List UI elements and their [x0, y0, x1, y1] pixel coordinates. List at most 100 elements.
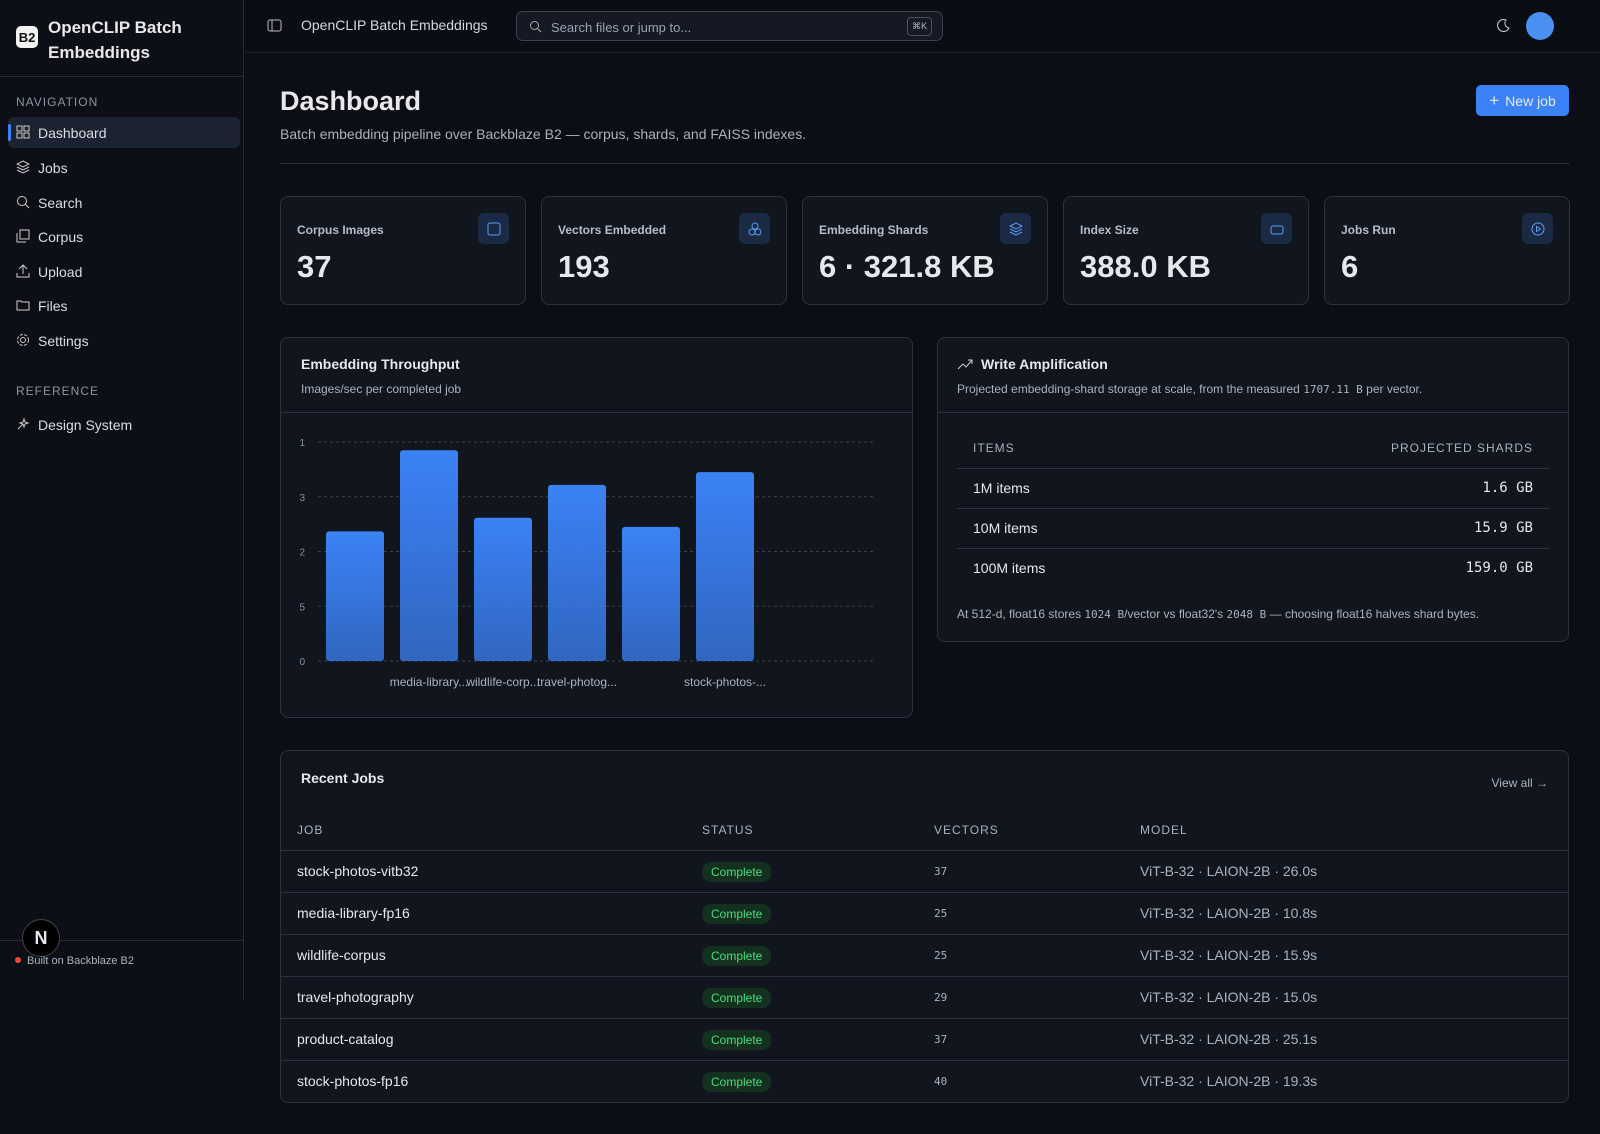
- stat-icon: [1522, 213, 1553, 244]
- bar: [548, 484, 606, 661]
- text: At 512-d, float16 stores: [957, 607, 1082, 621]
- column-header: JOB: [297, 822, 324, 837]
- icon: [957, 359, 973, 370]
- user-avatar[interactable]: [1526, 12, 1554, 40]
- stat-card: Embedding Shards 6 · 321.8 KB: [802, 196, 1048, 305]
- cell: Complete: [701, 849, 933, 892]
- text: — choosing float16 halves shard bytes.: [1269, 607, 1480, 621]
- app-title: OpenCLIP Batch Embeddings: [48, 18, 182, 62]
- stat-value: 37: [297, 249, 332, 284]
- cell: product-catalog: [281, 1017, 701, 1060]
- row: travel-photography Complete 29 ViT-B-32 · L…: [281, 975, 1568, 1018]
- stat-icon: [478, 213, 509, 244]
- status-dot: [15, 957, 21, 963]
- column-header: ITEMS: [973, 440, 1015, 455]
- cell: 40: [933, 1059, 1139, 1102]
- cell: ViT-B-32 · LAION-2B · 26.0s: [1139, 849, 1568, 892]
- cell: 100M items: [957, 547, 1170, 588]
- divider: [938, 412, 1568, 413]
- card-title: Recent Jobs: [301, 770, 385, 786]
- cell: ViT-B-32 · LAION-2B · 15.0s: [1139, 975, 1568, 1018]
- nav-label: Design System: [38, 416, 133, 433]
- status-badge: Complete: [702, 862, 772, 882]
- bar-chart: 0 5 2 3 1 media-library...wildlife-corp...tra…: [299, 438, 876, 689]
- topbar: OpenCLIP Batch Embeddings Search files o…: [245, 0, 1600, 53]
- icon: [17, 196, 30, 209]
- status-badge: Complete: [702, 988, 772, 1008]
- row: wildlife-corpus Complete 25 ViT-B-32 · LAIO…: [281, 933, 1568, 976]
- status-badge: Complete: [702, 904, 772, 924]
- recent-jobs-card: Recent Jobs View all → JOB STATUS VECTORS M…: [280, 750, 1569, 1103]
- status-badge: Complete: [702, 1030, 772, 1050]
- icon: [17, 417, 30, 430]
- nav-label: Jobs: [38, 159, 68, 176]
- nav-item[interactable]: Upload: [8, 256, 240, 287]
- footnote: At 512-d, float16 stores 1024 B/vector v…: [957, 607, 1479, 621]
- search-box[interactable]: Search files or jump to... ⌘K: [516, 11, 943, 41]
- column-header: STATUS: [702, 822, 754, 837]
- cell: ViT-B-32 · LAION-2B · 25.1s: [1139, 1017, 1568, 1060]
- divider: [0, 940, 244, 941]
- link-label: View all: [1491, 776, 1533, 790]
- nav-item[interactable]: Settings: [8, 325, 240, 356]
- chart-title: Embedding Throughput: [301, 356, 460, 372]
- text: /vector vs float32's: [1124, 607, 1224, 621]
- y-tick-label: 3: [299, 493, 305, 504]
- cell: 159.0 GB: [1169, 547, 1549, 588]
- nav-heading: NAVIGATION: [16, 95, 99, 109]
- view-all-link[interactable]: View all →: [1491, 776, 1548, 790]
- header-row: ITEMS PROJECTED SHARDS: [957, 428, 1549, 468]
- cell: ViT-B-32 · LAION-2B · 15.9s: [1139, 933, 1568, 976]
- cell: 1.6 GB: [1169, 467, 1549, 508]
- status-badge: Complete: [702, 946, 772, 966]
- stat-label: Vectors Embedded: [558, 223, 667, 237]
- cell: 1M items: [957, 467, 1170, 508]
- cell: 25: [933, 933, 1139, 976]
- nav-item[interactable]: Corpus: [8, 221, 240, 252]
- theme-toggle[interactable]: [1495, 18, 1511, 34]
- cell: Complete: [701, 891, 933, 934]
- nav-item[interactable]: Files: [8, 290, 240, 321]
- nav-label: Search: [38, 194, 83, 211]
- icon: [17, 334, 29, 346]
- icon: [16, 264, 30, 278]
- cell: Complete: [701, 1059, 933, 1102]
- cell: Complete: [701, 933, 933, 976]
- footer-text: Built on Backblaze B2: [27, 955, 135, 967]
- cell: travel-photography: [281, 975, 701, 1018]
- nav-item[interactable]: Design System: [8, 409, 240, 440]
- nav-label: Dashboard: [38, 124, 107, 141]
- stat-icon: [1000, 213, 1031, 244]
- icon: [530, 21, 542, 33]
- bar: [696, 472, 754, 661]
- code: 1024 B: [1084, 608, 1125, 621]
- cell: 37: [933, 849, 1139, 892]
- card-title: Write Amplification: [981, 356, 1108, 372]
- page-subtitle: Batch embedding pipeline over Backblaze …: [280, 126, 807, 142]
- stat-card: Index Size 388.0 KB: [1063, 196, 1309, 305]
- nav-label: Files: [38, 297, 68, 314]
- stat-value: 193: [558, 249, 610, 284]
- row: 100M items 159.0 GB: [957, 547, 1549, 588]
- nav-item[interactable]: Jobs: [8, 152, 240, 183]
- row: media-library-fp16 Complete 25 ViT-B-32 · L…: [281, 891, 1568, 934]
- nav-item[interactable]: Search: [8, 187, 240, 218]
- stat-label: Embedding Shards: [819, 223, 929, 237]
- new-job-button[interactable]: + New job: [1476, 85, 1569, 116]
- row: stock-photos-vitb32 Complete 37 ViT-B-32 · …: [281, 849, 1568, 892]
- avatar-badge[interactable]: N: [22, 919, 60, 957]
- status-badge: Complete: [702, 1072, 772, 1093]
- bar: [622, 526, 680, 661]
- y-tick-label: 0: [299, 657, 305, 668]
- card-description: Projected embedding-shard storage at sca…: [957, 382, 1422, 396]
- nav-item[interactable]: Dashboard: [8, 117, 240, 148]
- bar: [326, 531, 384, 661]
- cell: stock-photos-fp16: [281, 1059, 701, 1102]
- projection-table: ITEMS PROJECTED SHARDS 1M items 1.6 GB 10M…: [957, 428, 1549, 588]
- stat-label: Jobs Run: [1341, 223, 1396, 237]
- code: 1707.11 B: [1303, 383, 1363, 396]
- nav-label: Upload: [38, 263, 83, 280]
- button-label: New job: [1505, 92, 1556, 109]
- toggle-sidebar[interactable]: [267, 18, 283, 34]
